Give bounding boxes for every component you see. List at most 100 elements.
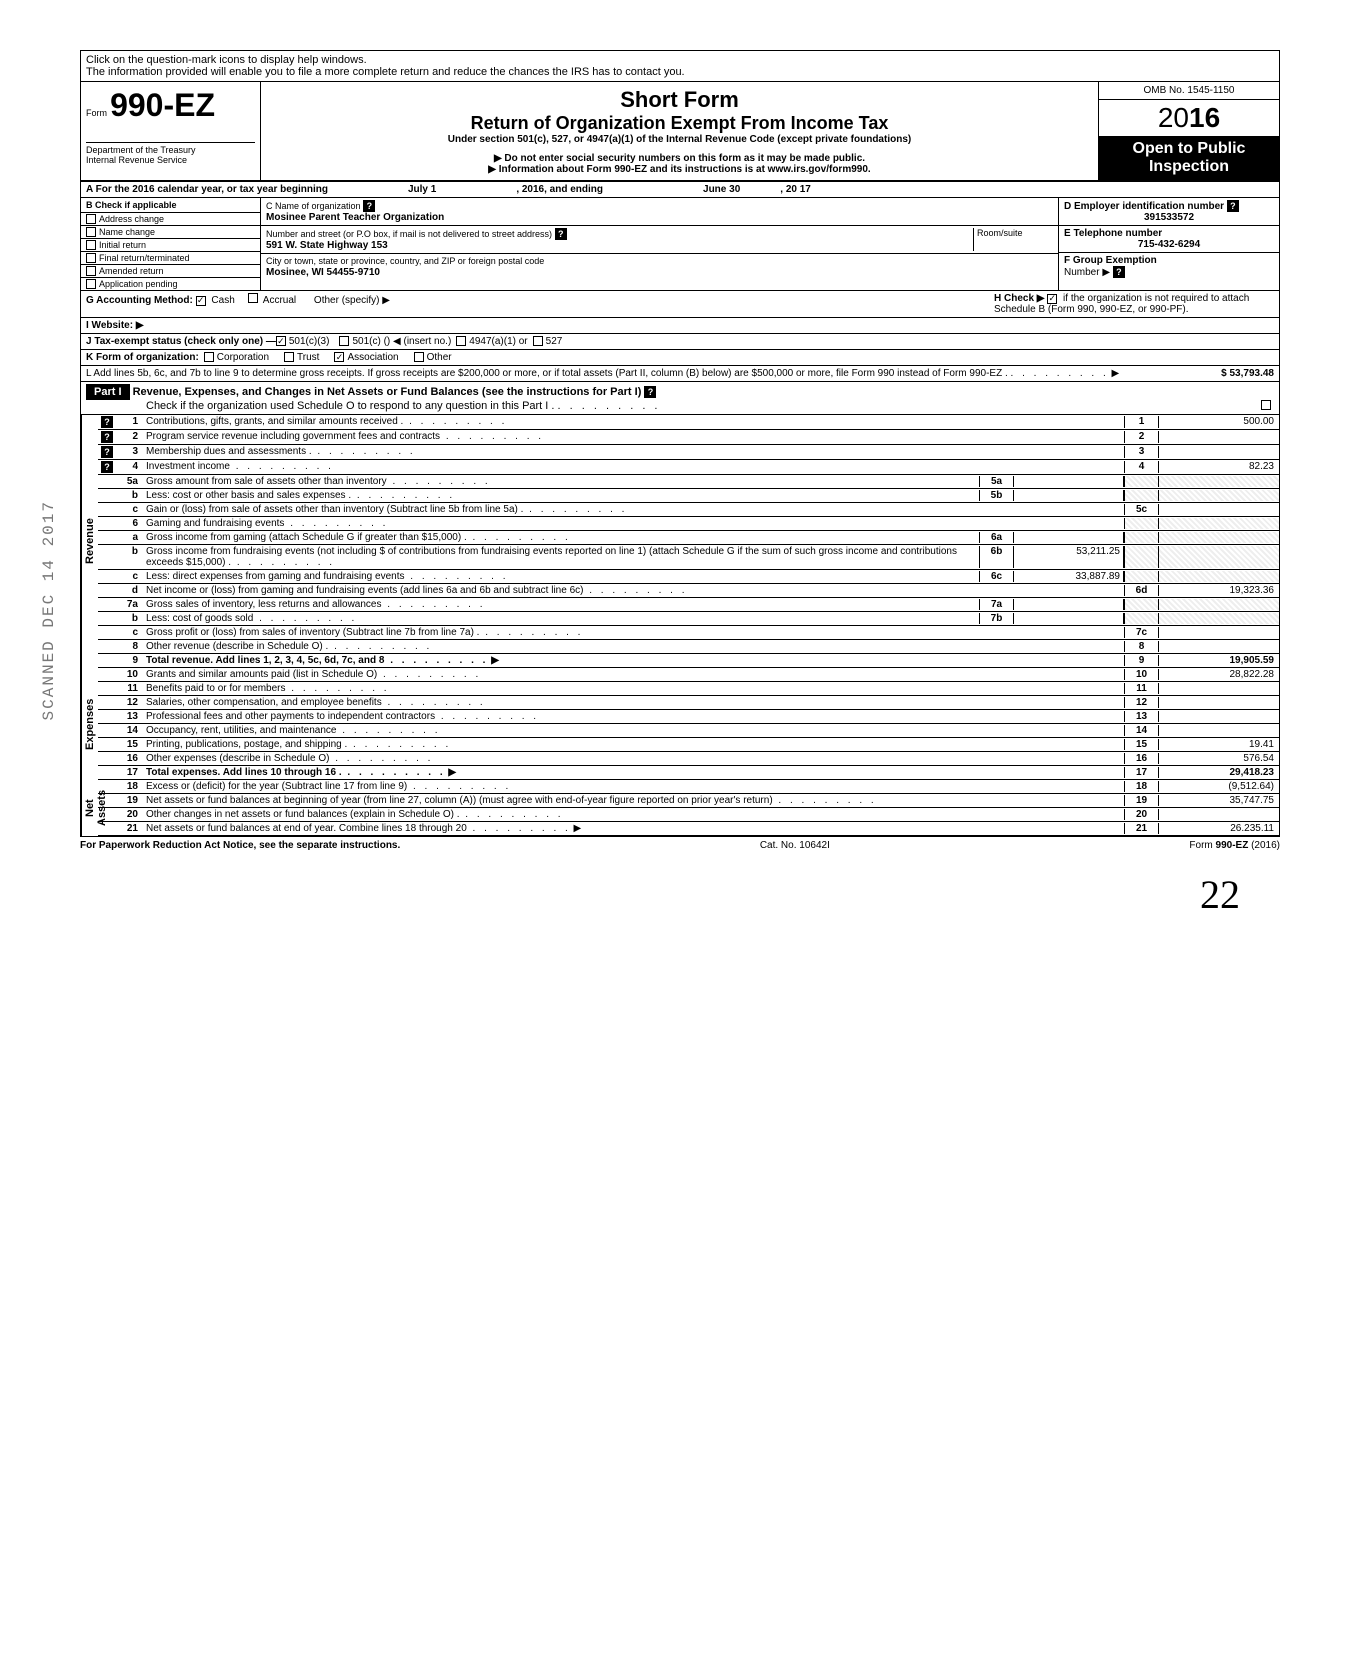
line-g-h: G Accounting Method: ✓ Cash Accrual Othe… (81, 291, 1279, 318)
end-col (1124, 490, 1159, 501)
end-val: 19,323.36 (1159, 585, 1279, 596)
form-prefix: Form (86, 108, 107, 118)
end-col (1124, 518, 1159, 529)
corp-label: Corporation (217, 352, 269, 363)
line-7a: 7aGross sales of inventory, less returns… (98, 598, 1279, 612)
signature: 22 (80, 851, 1280, 918)
help-icon[interactable]: ? (101, 461, 113, 473)
mid-col: 7b (979, 613, 1014, 624)
checkbox-corp[interactable] (204, 352, 214, 362)
checkbox-cash[interactable]: ✓ (196, 296, 206, 306)
line-number: 21 (116, 823, 146, 834)
end-val (1159, 518, 1279, 529)
checkbox-h[interactable]: ✓ (1047, 294, 1057, 304)
help-icon[interactable]: ? (363, 200, 375, 212)
insert-label: ) ◀ (insert no.) (387, 336, 451, 347)
end-col: 15 (1124, 739, 1159, 750)
line-desc: Gross profit or (loss) from sales of inv… (146, 627, 1124, 638)
checkbox-assoc[interactable]: ✓ (334, 352, 344, 362)
checkbox-501c[interactable] (339, 336, 349, 346)
ein-value: 391533572 (1064, 212, 1274, 223)
end-col (1124, 476, 1159, 487)
check-amended[interactable]: Amended return (81, 265, 260, 278)
check-final[interactable]: Final return/terminated (81, 252, 260, 265)
addr-label: Number and street (or P.O box, if mail i… (266, 229, 552, 239)
mid-col: 6a (979, 532, 1014, 543)
line-k: K Form of organization: Corporation Trus… (81, 350, 1279, 366)
checkbox-icon (86, 279, 96, 289)
checkbox-501c3[interactable]: ✓ (276, 336, 286, 346)
end-col (1124, 546, 1159, 568)
end-col: 8 (1124, 641, 1159, 652)
line-a-mid: , 2016, and ending (516, 184, 603, 195)
checkbox-other[interactable] (414, 352, 424, 362)
end-val (1159, 641, 1279, 652)
checkbox-schedo[interactable] (1261, 400, 1271, 410)
line-12: 12Salaries, other compensation, and empl… (98, 696, 1279, 710)
line-number: b (116, 490, 146, 501)
end-val (1159, 697, 1279, 708)
help-icon[interactable]: ? (1113, 266, 1125, 278)
check-label: Final return/terminated (99, 253, 190, 263)
help-icon[interactable]: ? (644, 386, 656, 398)
line-number: 14 (116, 725, 146, 736)
line-c: cGross profit or (loss) from sales of in… (98, 626, 1279, 640)
i-label: I Website: ▶ (86, 320, 144, 331)
line-a-start: July 1 (408, 184, 436, 195)
line-number: 1 (116, 416, 146, 428)
line-number: 5a (116, 476, 146, 487)
right-info: D Employer identification number ? 39153… (1059, 198, 1279, 290)
line-desc: Grants and similar amounts paid (list in… (146, 669, 1124, 680)
line-desc: Professional fees and other payments to … (146, 711, 1124, 722)
check-pending[interactable]: Application pending (81, 278, 260, 290)
end-col: 1 (1124, 416, 1159, 428)
end-val (1159, 490, 1279, 501)
line-number: c (116, 504, 146, 515)
revenue-lines: ?1Contributions, gifts, grants, and simi… (98, 415, 1279, 668)
line-desc: Investment income . . . . . . . . . (146, 461, 1124, 473)
part1-title: Revenue, Expenses, and Changes in Net As… (133, 386, 642, 398)
line-d: dNet income or (loss) from gaming and fu… (98, 584, 1279, 598)
checkbox-4947[interactable] (456, 336, 466, 346)
year-prefix: 20 (1158, 102, 1189, 133)
mid-col: 6c (979, 571, 1014, 582)
public-warning: ▶ Do not enter social security numbers o… (266, 153, 1093, 164)
end-col: 16 (1124, 753, 1159, 764)
checkbox-527[interactable] (533, 336, 543, 346)
help-icon[interactable]: ? (555, 228, 567, 240)
mid-val (1014, 599, 1124, 610)
check-address[interactable]: Address change (81, 213, 260, 226)
check-initial[interactable]: Initial return (81, 239, 260, 252)
line-desc: Total revenue. Add lines 1, 2, 3, 4, 5c,… (146, 655, 1124, 666)
org-name: Mosinee Parent Teacher Organization (266, 212, 444, 223)
checkbox-accrual[interactable] (248, 293, 258, 303)
help-icon[interactable]: ? (1227, 200, 1239, 212)
line-number: 3 (116, 446, 146, 458)
help-icon[interactable]: ? (101, 416, 113, 428)
end-val: (9,512.64) (1159, 781, 1279, 792)
mid-col: 5b (979, 490, 1014, 501)
end-col: 11 (1124, 683, 1159, 694)
j-label: J Tax-exempt status (check only one) — (86, 336, 276, 347)
ein-row: D Employer identification number ? 39153… (1059, 198, 1279, 226)
mid-col: 5a (979, 476, 1014, 487)
line-number: 19 (116, 795, 146, 806)
help-icon[interactable]: ? (101, 446, 113, 458)
line-4: ?4Investment income . . . . . . . . .482… (98, 460, 1279, 475)
omb-number: OMB No. 1545-1150 (1099, 82, 1279, 100)
tax-year: 2016 (1099, 100, 1279, 136)
help-icon[interactable]: ? (101, 431, 113, 443)
end-col (1124, 571, 1159, 582)
line-5a: 5aGross amount from sale of assets other… (98, 475, 1279, 489)
line-11: 11Benefits paid to or for members . . . … (98, 682, 1279, 696)
line-desc: Membership dues and assessments . . . . … (146, 446, 1124, 458)
end-col: 19 (1124, 795, 1159, 806)
checkbox-trust[interactable] (284, 352, 294, 362)
line-number: 2 (116, 431, 146, 443)
line-15: 15Printing, publications, postage, and s… (98, 738, 1279, 752)
help-text: Click on the question-mark icons to disp… (81, 51, 1279, 82)
check-name[interactable]: Name change (81, 226, 260, 239)
main-table: Revenue ?1Contributions, gifts, grants, … (81, 415, 1279, 668)
c-label: C Name of organization (266, 201, 361, 211)
line-l: L Add lines 5b, 6c, and 7b to line 9 to … (81, 366, 1279, 382)
